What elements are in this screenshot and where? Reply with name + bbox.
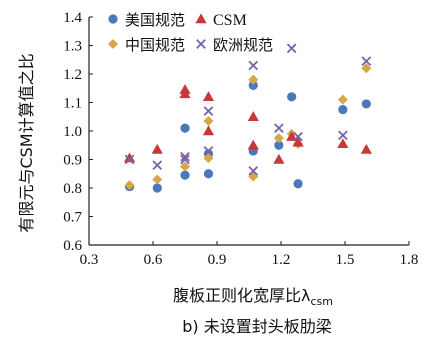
figure-caption: b) 未设置封头板肋梁	[182, 317, 332, 336]
x-axis-label-subscript: csm	[310, 295, 333, 308]
data-point	[360, 143, 372, 154]
data-point	[203, 106, 214, 116]
data-point	[247, 139, 259, 150]
x-tick-label: 1.2	[272, 252, 291, 268]
legend-marker	[108, 14, 118, 24]
legend-marker	[108, 39, 118, 49]
data-point	[273, 153, 285, 164]
data-point	[338, 130, 348, 141]
data-point	[248, 74, 259, 85]
y-tick-label: 1.2	[63, 67, 82, 83]
data-point	[274, 140, 284, 150]
y-tick-label: 0.7	[63, 210, 82, 226]
data-point	[180, 151, 190, 162]
legend-label: 欧洲规范	[213, 36, 273, 54]
legend: 美国规范 CSM 中国规范 欧洲规范	[108, 11, 273, 54]
data-point	[286, 131, 298, 141]
x-axis-label-main: 腹板正则化宽厚比λ	[173, 286, 310, 305]
x-tick-label: 0.3	[80, 252, 99, 268]
data-point	[248, 60, 259, 71]
data-point	[273, 133, 284, 144]
data-point	[123, 152, 136, 163]
series-2	[123, 84, 372, 164]
y-tick-label: 1.3	[63, 39, 82, 55]
x-tick-label: 0.9	[208, 252, 227, 268]
data-point	[248, 80, 258, 90]
series-4	[124, 43, 372, 176]
series-3	[124, 63, 372, 191]
data-points	[123, 43, 372, 193]
data-point	[361, 56, 372, 67]
legend-label: 中国规范	[125, 36, 185, 54]
data-point	[180, 154, 190, 165]
x-tick-label: 0.6	[144, 252, 163, 268]
data-point	[274, 123, 284, 133]
legend-item: CSM	[195, 12, 247, 29]
legend-marker	[196, 39, 206, 49]
legend-item: 中国规范	[108, 36, 185, 54]
data-point	[180, 123, 190, 133]
data-point	[248, 171, 259, 182]
data-point	[203, 169, 214, 179]
data-point	[292, 136, 304, 147]
data-point	[202, 91, 215, 101]
y-tick-label: 1.1	[63, 96, 82, 112]
data-point	[293, 179, 303, 189]
data-point	[152, 174, 163, 185]
data-point	[286, 43, 297, 54]
y-tick-label: 0.9	[63, 153, 82, 169]
data-point	[124, 154, 135, 165]
data-point	[152, 160, 163, 171]
legend-label: CSM	[213, 12, 247, 29]
data-point	[248, 166, 259, 176]
data-point	[361, 63, 372, 74]
axis-ticks: 0.3 0.6 0.9 1.2 1.5 1.80.60.70.80.91.01.11.21…	[63, 10, 418, 268]
data-point	[361, 99, 371, 109]
legend-item: 欧洲规范	[196, 36, 273, 54]
x-tick-label: 1.5	[336, 252, 355, 268]
data-point	[180, 161, 190, 172]
data-point	[338, 105, 348, 115]
x-tick-label: 1.8	[400, 252, 419, 268]
data-point	[203, 146, 214, 156]
y-tick-label: 0.6	[63, 238, 82, 254]
data-point	[152, 183, 162, 193]
series-1	[124, 80, 371, 193]
x-axis-label: 腹板正则化宽厚比λcsm	[173, 286, 333, 308]
data-point	[247, 111, 259, 121]
data-point	[180, 170, 190, 180]
data-point	[337, 94, 348, 105]
y-axis-label: 有限元与CSM计算值之比	[17, 53, 36, 232]
data-point	[337, 138, 349, 149]
legend-item: 美国规范	[108, 11, 185, 29]
legend-marker	[195, 13, 207, 24]
data-point	[151, 143, 163, 154]
data-point	[124, 180, 135, 191]
data-point	[203, 116, 214, 127]
y-tick-label: 1.0	[63, 124, 82, 140]
data-point	[202, 125, 215, 136]
y-tick-label: 0.8	[63, 181, 82, 197]
data-point	[203, 153, 214, 164]
legend-label: 美国规范	[125, 11, 185, 29]
data-point	[179, 88, 191, 99]
data-point	[293, 131, 303, 142]
y-tick-label: 1.4	[63, 10, 82, 26]
data-point	[287, 92, 297, 102]
